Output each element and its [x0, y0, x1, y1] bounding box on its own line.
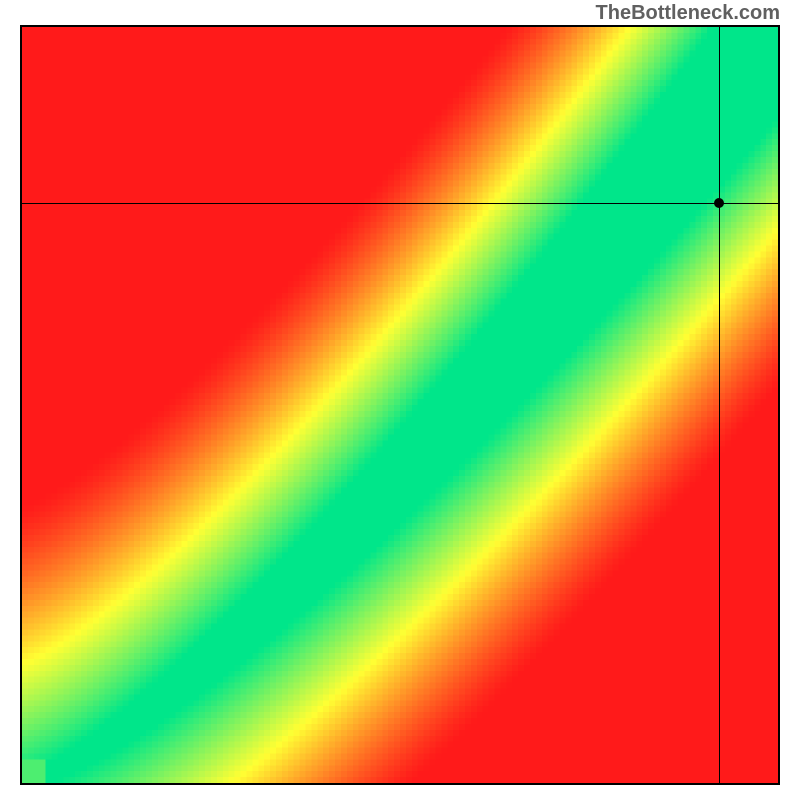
- crosshair-vertical: [719, 27, 720, 783]
- crosshair-marker: [714, 198, 724, 208]
- heatmap-plot: [20, 25, 780, 785]
- heatmap-canvas: [22, 27, 778, 783]
- crosshair-horizontal: [22, 203, 778, 204]
- watermark-text: TheBottleneck.com: [596, 2, 780, 25]
